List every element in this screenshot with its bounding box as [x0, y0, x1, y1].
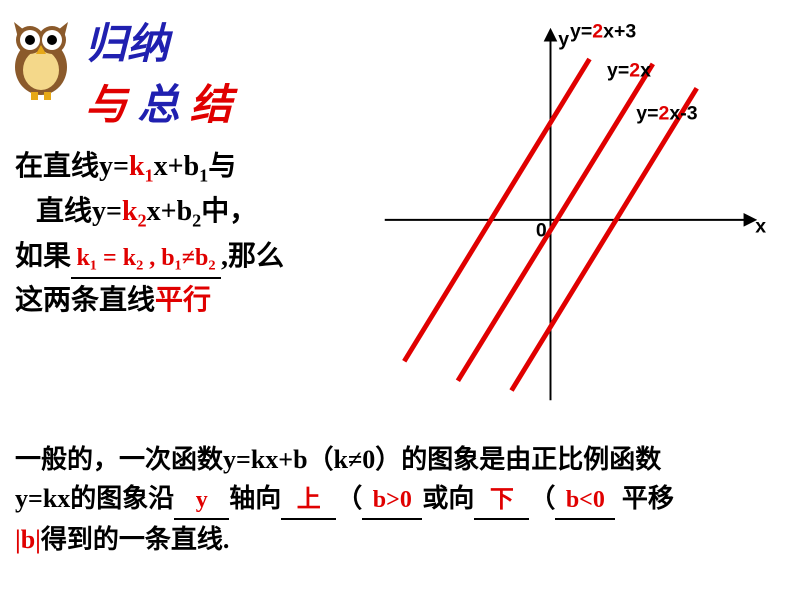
parallel-word: 平行	[155, 285, 211, 316]
fill-up: 上	[281, 482, 336, 520]
coordinate-graph: y x 0 y=2x+3 y=2x y=2x-3	[360, 20, 780, 410]
fill-bneg: b<0	[555, 482, 615, 520]
title-block: 归纳 与 总 结	[85, 10, 232, 132]
fill-axis: y	[174, 482, 229, 520]
eq2-label: y=2x	[607, 60, 651, 82]
x-axis-label: x	[755, 216, 766, 238]
fill-bpos: b>0	[362, 482, 422, 520]
fill-abs: |b|	[15, 525, 41, 554]
main-paragraph: 在直线y=k1x+b1与 直线y=k2x+b2中， 如果k₁ = k₂ , b₁…	[15, 145, 385, 322]
fill-down: 下	[474, 482, 529, 520]
owl-mascot	[6, 12, 76, 102]
bottom-paragraph: 一般的，一次函数y=kx+b（k≠0）的图象是由正比例函数 y=kx的图象沿y轴…	[15, 440, 780, 559]
fill-condition: k₁ = k₂ , b₁≠b₂	[71, 240, 221, 279]
title-bottom: 与 总 结	[85, 71, 232, 132]
eq1-label: y=2x+3	[570, 21, 636, 43]
origin-label: 0	[536, 219, 547, 241]
title-top: 归纳	[85, 10, 232, 71]
y-axis-label: y	[558, 28, 569, 50]
eq3-label: y=2x-3	[636, 102, 697, 124]
